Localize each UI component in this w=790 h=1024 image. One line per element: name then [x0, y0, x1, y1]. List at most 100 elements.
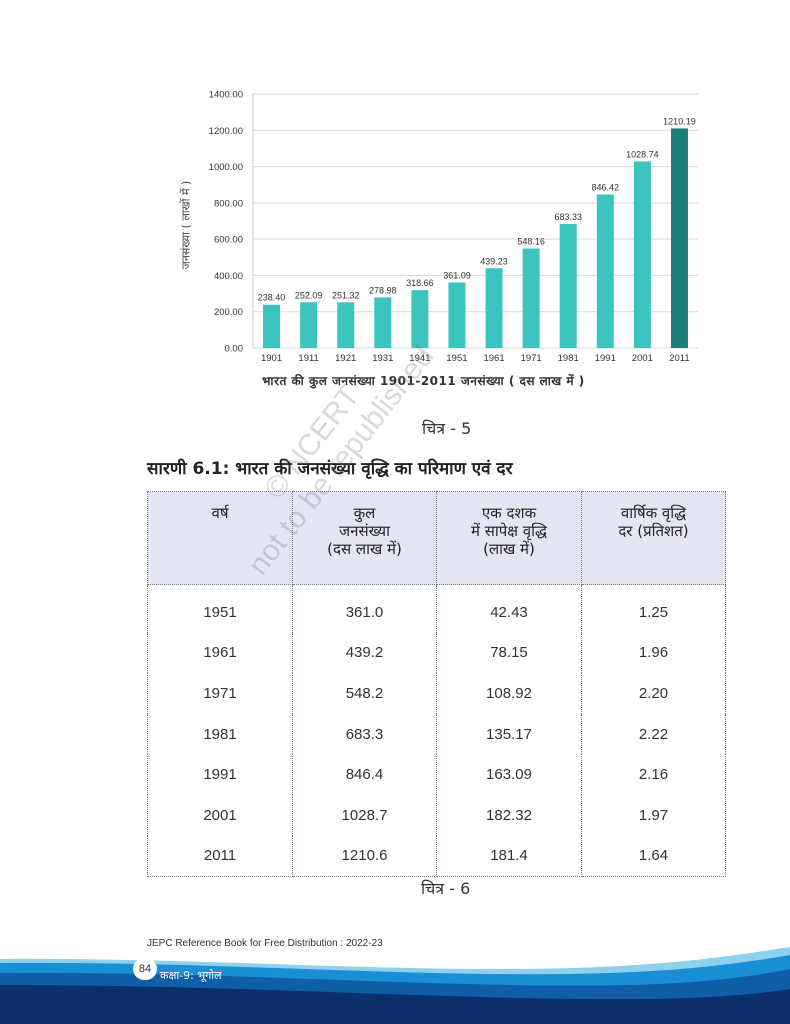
bar-1931 — [374, 297, 392, 348]
cell-annual-growth-rate: 1.97 — [581, 794, 726, 836]
cell-annual-growth-rate: 2.16 — [581, 754, 726, 795]
page-number: 84 — [133, 958, 157, 980]
chart-tick-labels: 0.00 200.00 400.00 600.00 800.00 1000.00 1200.… — [209, 90, 690, 365]
cell-year: 1951 — [147, 583, 293, 633]
cell-year: 2001 — [147, 794, 293, 836]
cell-decadal-growth: 42.43 — [436, 583, 582, 633]
y-tick-label: 0.00 — [225, 344, 244, 355]
cell-annual-growth-rate: 1.25 — [581, 583, 726, 633]
bar-1981 — [559, 224, 577, 348]
footer-subject: कक्षा-9: भूगोल — [160, 969, 222, 982]
value-label-1971: 548.16 — [517, 237, 545, 247]
value-label-1911: 252.09 — [295, 290, 323, 300]
bar-1951 — [448, 282, 466, 348]
chart-x-axis-title: भारत की कुल जनसंख्या 1901-2011 जनसंख्या … — [262, 374, 585, 388]
bar-1921 — [337, 302, 355, 348]
cell-total-population: 846.4 — [292, 754, 437, 795]
table-row: 1991 846.4 163.09 2.16 — [147, 754, 726, 795]
y-tick-label: 1200.00 — [209, 126, 243, 137]
cell-decadal-growth: 163.09 — [436, 754, 582, 795]
value-label-1991: 846.42 — [592, 182, 620, 192]
header-annual-growth-rate: वार्षिक वृद्धि दर (प्रतिशत) — [581, 491, 726, 585]
x-tick-label-2011: 2011 — [669, 353, 689, 364]
table-header-row: वर्ष कुल जनसंख्या (दस लाख में) एक दशक मे… — [147, 491, 726, 585]
y-tick-label: 1000.00 — [209, 162, 243, 173]
cell-year: 1981 — [147, 713, 293, 755]
cell-decadal-growth: 108.92 — [436, 673, 582, 714]
header-total-population: कुल जनसंख्या (दस लाख में) — [292, 491, 437, 585]
bar-1961 — [485, 268, 503, 348]
x-tick-label-1941: 1941 — [409, 353, 430, 364]
cell-decadal-growth: 182.32 — [436, 794, 582, 836]
table-row: 1951 361.0 42.43 1.25 — [147, 583, 726, 633]
header-year: वर्ष — [147, 491, 293, 585]
value-label-1961: 439.23 — [480, 256, 508, 266]
cell-year: 1991 — [147, 754, 293, 795]
y-tick-label: 1400.00 — [209, 90, 243, 101]
table-row: 1961 439.2 78.15 1.96 — [147, 632, 726, 674]
cell-total-population: 1028.7 — [292, 794, 437, 836]
x-tick-label-1991: 1991 — [595, 353, 616, 364]
table-title: सारणी 6.1: भारत की जनसंख्या वृद्धि का पर… — [147, 459, 513, 479]
cell-year: 1971 — [147, 673, 293, 714]
x-tick-label-1931: 1931 — [372, 353, 393, 364]
value-label-1901: 238.40 — [258, 293, 286, 303]
table-row: 1971 548.2 108.92 2.20 — [147, 673, 726, 714]
table-row: 2001 1028.7 182.32 1.97 — [147, 794, 726, 836]
cell-year: 1961 — [147, 632, 293, 674]
x-tick-label-1911: 1911 — [298, 353, 318, 364]
bar-1911 — [300, 302, 318, 348]
cell-year: 2011 — [147, 835, 293, 878]
x-tick-label-1971: 1971 — [521, 353, 542, 364]
x-tick-label-1981: 1981 — [558, 353, 579, 364]
cell-annual-growth-rate: 1.96 — [581, 632, 726, 674]
population-growth-table: वर्ष कुल जनसंख्या (दस लाख में) एक दशक मे… — [147, 491, 726, 878]
population-bar-chart: 238.40 252.09 251.32 278.98 318.66 361.09 439.… — [209, 90, 698, 365]
header-decadal-growth: एक दशक में सापेक्ष वृद्धि (लाख में) — [436, 491, 582, 585]
value-label-1981: 683.33 — [554, 212, 582, 222]
cell-total-population: 361.0 — [292, 583, 437, 633]
y-tick-label: 800.00 — [214, 198, 243, 209]
bar-2001 — [633, 161, 651, 348]
value-label-2001: 1028.74 — [626, 149, 659, 159]
cell-total-population: 548.2 — [292, 673, 437, 714]
table-row: 2011 1210.6 181.4 1.64 — [147, 835, 726, 878]
cell-decadal-growth: 135.17 — [436, 713, 582, 755]
cell-annual-growth-rate: 2.22 — [581, 713, 726, 755]
cell-annual-growth-rate: 1.64 — [581, 835, 726, 878]
value-label-1931: 278.98 — [369, 285, 397, 295]
figure-6-caption: चित्र - 6 — [421, 879, 471, 898]
chart-bars — [263, 128, 688, 348]
x-tick-label-1921: 1921 — [335, 353, 356, 364]
cell-total-population: 1210.6 — [292, 835, 437, 878]
y-tick-label: 600.00 — [214, 235, 243, 246]
table-body: 1951 361.0 42.43 1.25 1961 439.2 78.15 1.96 1971… — [147, 583, 726, 878]
bar-2011 — [670, 128, 688, 348]
cell-annual-growth-rate: 2.20 — [581, 673, 726, 714]
cell-total-population: 439.2 — [292, 632, 437, 674]
y-tick-label: 400.00 — [214, 271, 243, 282]
chart-grid — [253, 93, 698, 349]
footer-wave-decoration — [0, 947, 790, 1024]
figure-5-caption: चित्र - 5 — [422, 419, 472, 438]
value-label-1941: 318.66 — [406, 278, 434, 288]
bar-1991 — [596, 194, 614, 348]
bar-1971 — [522, 248, 540, 348]
bar-1901 — [263, 304, 281, 348]
x-tick-label-2001: 2001 — [632, 353, 653, 364]
value-label-2011: 1210.19 — [663, 116, 696, 126]
x-tick-label-1951: 1951 — [446, 353, 467, 364]
x-tick-label-1961: 1961 — [483, 353, 504, 364]
chart-value-labels: 238.40 252.09 251.32 278.98 318.66 361.09 439.… — [258, 116, 696, 302]
table-row: 1981 683.3 135.17 2.22 — [147, 713, 726, 755]
y-tick-label: 200.00 — [214, 307, 243, 318]
footer-note: JEPC Reference Book for Free Distributio… — [147, 938, 383, 949]
cell-decadal-growth: 181.4 — [436, 835, 582, 878]
cell-decadal-growth: 78.15 — [436, 632, 582, 674]
chart-y-axis-label: जनसंख्या ( लाखों में ) — [179, 180, 193, 270]
value-label-1951: 361.09 — [443, 270, 471, 280]
cell-total-population: 683.3 — [292, 713, 437, 755]
bar-1941 — [411, 290, 429, 348]
x-tick-label-1901: 1901 — [261, 353, 282, 364]
value-label-1921: 251.32 — [332, 290, 360, 300]
